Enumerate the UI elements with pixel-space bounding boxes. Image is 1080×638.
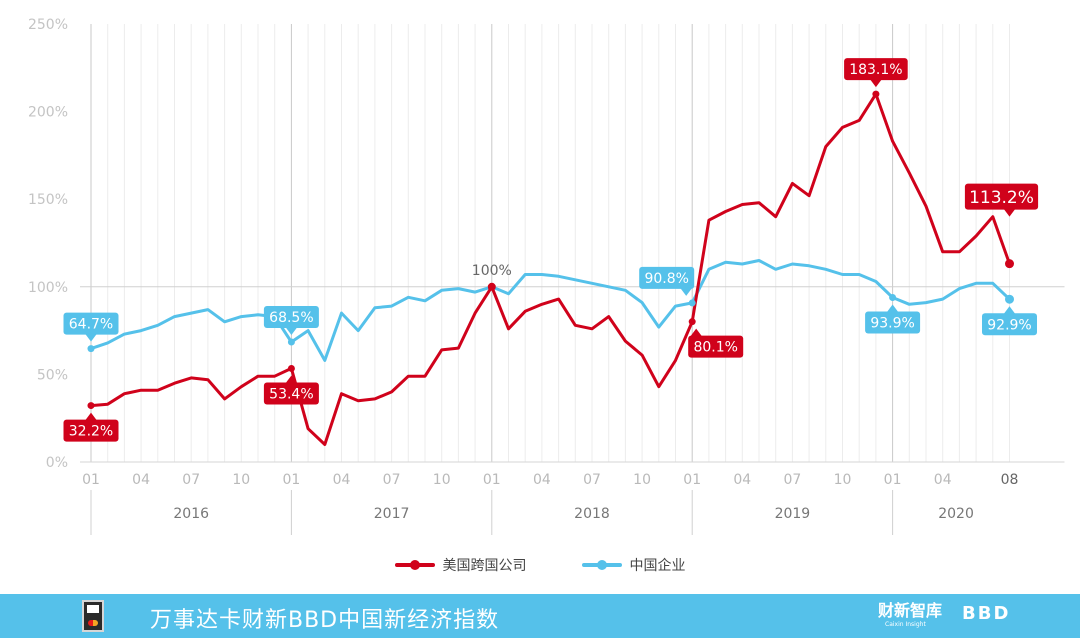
y-tick-label: 250%	[28, 17, 68, 33]
x-tick-label: 07	[783, 472, 801, 488]
x-tick-label: 01	[282, 472, 300, 488]
data-label: 113.2%	[969, 188, 1034, 208]
year-label: 2017	[374, 506, 410, 522]
x-tick-label: 04	[132, 472, 150, 488]
data-label-box	[639, 266, 695, 289]
data-label-pointer	[85, 412, 97, 421]
y-tick-label: 200%	[28, 105, 68, 121]
series-marker	[1005, 259, 1014, 269]
x-tick-label: 10	[232, 472, 250, 488]
y-tick-label: 0%	[46, 455, 68, 471]
data-label-box	[263, 382, 319, 405]
legend-swatch-china	[581, 560, 622, 570]
data-label-pointer	[85, 333, 97, 342]
x-tick-label: 01	[483, 472, 501, 488]
data-label: 183.1%	[849, 62, 902, 78]
y-tick-label: 100%	[28, 280, 68, 296]
year-label: 2018	[574, 506, 610, 522]
annotation-label: 100%	[472, 263, 512, 279]
data-label: 64.7%	[69, 317, 113, 333]
footer-bar: 万事达卡财新BBD中国新经济指数 财新智库 Caixin Insight BBD	[0, 594, 1080, 638]
x-tick-label: 07	[383, 472, 401, 488]
x-tick-label: 07	[182, 472, 200, 488]
footer-title: 万事达卡财新BBD中国新经济指数	[150, 608, 500, 633]
data-label: 53.4%	[269, 386, 313, 402]
legend-label-us: 美国跨国公司	[442, 558, 527, 574]
y-tick-label: 50%	[37, 367, 68, 383]
year-label: 2020	[938, 506, 974, 522]
data-label-box	[688, 335, 744, 358]
annotation-marker	[487, 282, 496, 291]
x-tick-label: 10	[633, 472, 651, 488]
x-tick-label: 10	[834, 472, 852, 488]
data-label: 93.9%	[870, 316, 914, 332]
data-label: 80.1%	[693, 340, 737, 356]
caixin-insight-subtitle: Caixin Insight	[885, 621, 926, 628]
data-label-pointer	[285, 375, 298, 384]
data-label-box	[63, 419, 119, 442]
line-chart: 0% 50% 100% 150% 200% 250% 01 04 07 10 01 04 07 10 01 0…	[28, 17, 1065, 535]
series-marker	[872, 90, 880, 98]
data-label-box	[63, 312, 119, 335]
data-label-pointer	[886, 304, 899, 313]
x-tick-label: 08	[1001, 472, 1019, 488]
data-label-pointer	[690, 328, 703, 337]
x-tick-label: 04	[934, 472, 952, 488]
x-tick-label: 04	[333, 472, 351, 488]
data-label-pointer	[869, 79, 882, 88]
series-marker	[688, 299, 696, 307]
year-label: 2019	[775, 506, 811, 522]
x-tick-label: 07	[583, 472, 601, 488]
series-marker	[688, 318, 696, 326]
data-label-box	[865, 311, 921, 334]
x-tick-label: 04	[533, 472, 551, 488]
series-marker	[87, 345, 95, 353]
series-line-us	[89, 92, 1011, 446]
series-marker	[1005, 294, 1014, 304]
series-marker	[889, 293, 897, 301]
data-label-box	[263, 305, 319, 328]
bbd-logo: BBD	[962, 603, 1011, 624]
x-tick-label: 01	[884, 472, 902, 488]
data-label-pointer	[1003, 306, 1016, 315]
year-label: 2016	[173, 506, 209, 522]
legend-item-china[interactable]: 中国企业	[581, 553, 686, 577]
data-label: 32.2%	[69, 424, 113, 440]
legend-swatch-us	[394, 560, 435, 570]
series-marker	[287, 364, 295, 372]
data-label-pointer	[1003, 208, 1016, 217]
index-logo-icon	[82, 600, 104, 632]
chart-legend: 美国跨国公司 中国企业	[0, 553, 1080, 577]
data-label: 68.5%	[269, 310, 313, 326]
data-label-box	[964, 183, 1039, 210]
data-label-box	[844, 58, 908, 81]
x-tick-label: 01	[82, 472, 100, 488]
legend-item-us[interactable]: 美国跨国公司	[394, 553, 527, 577]
data-label: 92.9%	[987, 317, 1031, 333]
y-tick-label: 150%	[28, 192, 68, 208]
data-label-pointer	[680, 287, 693, 296]
x-tick-label: 01	[683, 472, 701, 488]
legend-label-china: 中国企业	[629, 558, 686, 574]
x-tick-label: 10	[433, 472, 451, 488]
data-label-box	[982, 313, 1037, 336]
series-marker	[87, 402, 95, 410]
data-label: 90.8%	[644, 271, 688, 287]
caixin-insight-logo: 财新智库	[878, 601, 943, 620]
data-label-pointer	[285, 326, 298, 335]
x-tick-label: 04	[733, 472, 751, 488]
series-marker	[287, 338, 295, 346]
series-line-china	[89, 259, 1011, 362]
